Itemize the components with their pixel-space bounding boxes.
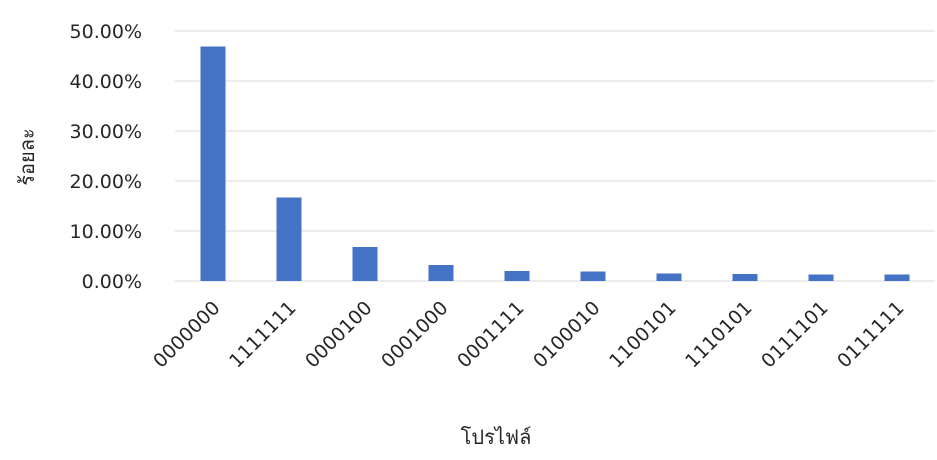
x-tick-label: 1111111: [225, 297, 300, 372]
bars: [200, 46, 910, 281]
x-tick-label: 1110101: [681, 297, 756, 372]
x-tick-label: 0100010: [529, 297, 604, 372]
x-tick-label: 0001000: [377, 297, 452, 372]
y-tick-label: 0.00%: [82, 271, 142, 293]
x-tick-label: 0111101: [757, 297, 832, 372]
y-tick-label: 40.00%: [70, 71, 142, 93]
gridlines: [175, 30, 935, 282]
bar-0100010: [580, 271, 606, 281]
bar-0111101: [808, 274, 834, 281]
y-tick-label: 20.00%: [70, 171, 142, 193]
x-axis-title: โปรไฟล์: [461, 425, 532, 449]
x-tick-label: 0001111: [453, 297, 528, 372]
bar-1110101: [732, 274, 758, 281]
y-tick-label: 50.00%: [70, 21, 142, 43]
x-axis-ticks: 0000000 1111111 0000100 0001000 0001111 01000…: [149, 297, 908, 372]
x-tick-label: 0000000: [149, 297, 224, 372]
bar-0000000: [200, 46, 226, 281]
x-tick-label: 1100101: [605, 297, 680, 372]
bar-0001111: [504, 271, 530, 281]
bar-1100101: [656, 273, 682, 281]
y-tick-label: 10.00%: [70, 221, 142, 243]
x-tick-label: 0000100: [301, 297, 376, 372]
y-axis-ticks: 0.00% 10.00% 20.00% 30.00% 40.00% 50.00%: [70, 21, 142, 293]
bar-0000100: [352, 247, 378, 281]
bar-1111111: [276, 197, 302, 281]
y-axis-title: ร้อยละ: [15, 128, 39, 185]
x-tick-label: 0111111: [833, 297, 908, 372]
bar-0111111: [884, 274, 910, 281]
bar-0001000: [428, 265, 454, 281]
y-tick-label: 30.00%: [70, 121, 142, 143]
